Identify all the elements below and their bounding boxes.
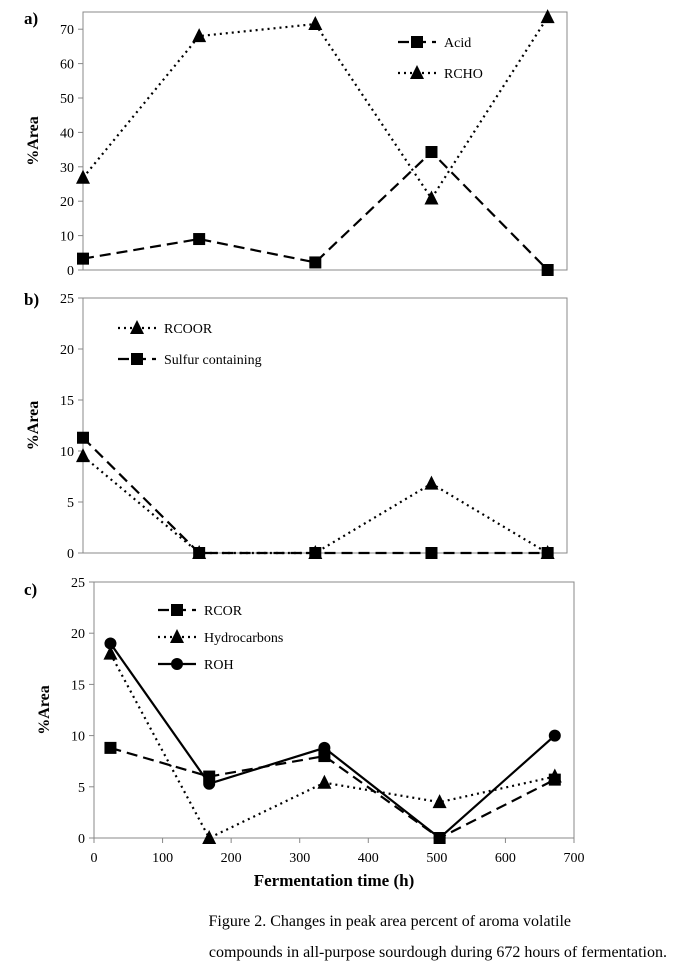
data-point-circle — [318, 741, 331, 754]
series-hydrocarbons — [103, 645, 562, 844]
y-tick-label: 10 — [60, 445, 74, 460]
y-tick-label: 10 — [71, 730, 85, 745]
legend-label: RCHO — [444, 67, 483, 82]
legend-marker — [170, 629, 184, 643]
legend-label: Hydrocarbons — [204, 631, 283, 646]
series-line — [82, 436, 548, 555]
series-acid — [77, 146, 554, 276]
chart-panel-2: b) 0 5 10 15 20 25 %Area RCOOR Sulfur containing — [24, 290, 568, 562]
data-point-square — [425, 146, 438, 159]
y-tick-label: 40 — [60, 126, 74, 141]
x-tick-label: 500 — [426, 851, 447, 866]
y-tick-label: 20 — [60, 343, 74, 358]
data-point-square — [425, 547, 438, 559]
x-axis-label: Fermentation time (h) — [254, 871, 415, 890]
data-point-square — [541, 264, 554, 276]
panel-label: b) — [24, 290, 39, 309]
y-tick-label: 25 — [60, 292, 74, 307]
legend-label: ROH — [204, 658, 234, 673]
data-point-triangle — [424, 190, 439, 205]
data-point-triangle — [317, 774, 332, 789]
x-tick-label: 600 — [495, 851, 516, 866]
y-axis-label: %Area — [25, 401, 42, 450]
x-tick-label: 100 — [152, 851, 173, 866]
series-rcor — [104, 741, 561, 844]
data-point-square — [309, 547, 322, 559]
y-tick-label: 20 — [60, 195, 74, 210]
plot-frame — [93, 581, 575, 839]
series-line — [82, 455, 549, 555]
y-tick-label: 60 — [60, 58, 74, 73]
data-point-triangle — [202, 830, 217, 844]
legend-marker — [130, 320, 144, 334]
data-point-square — [309, 256, 322, 269]
chart-panel-3: c) 0 5 10 15 20 25 %Area 0 100 200 300 400 500 600 700 F… — [24, 576, 585, 890]
x-tick-label: 200 — [221, 851, 242, 866]
y-tick-label: 0 — [67, 264, 74, 279]
series-line — [109, 642, 556, 840]
panel-label: a) — [24, 9, 38, 28]
data-point-triangle — [76, 448, 90, 463]
series-line — [82, 16, 549, 201]
data-point-circle — [203, 777, 216, 790]
series-line — [82, 150, 549, 271]
y-tick-label: 30 — [60, 161, 74, 176]
y-tick-label: 15 — [60, 394, 74, 409]
data-point-square — [77, 431, 89, 444]
figure-caption-line-1: Figure 2. Changes in peak area percent o… — [208, 913, 571, 930]
data-point-triangle — [192, 28, 207, 43]
panel-label: c) — [24, 580, 37, 599]
data-point-square — [77, 252, 89, 265]
y-tick-label: 50 — [60, 92, 74, 107]
data-point-circle — [104, 637, 117, 650]
y-tick-label: 5 — [78, 781, 85, 796]
data-point-triangle — [103, 645, 118, 660]
data-point-square — [193, 547, 206, 559]
data-point-square — [104, 741, 117, 754]
y-tick-label: 15 — [71, 678, 85, 693]
y-tick-label: 70 — [60, 23, 74, 38]
data-point-triangle — [308, 16, 323, 31]
series-line — [109, 653, 556, 840]
legend-marker — [171, 658, 183, 670]
y-tick-label: 5 — [67, 496, 74, 511]
data-point-triangle — [432, 794, 447, 809]
series-roh — [104, 637, 561, 844]
series-sulfur-containing — [77, 431, 554, 559]
data-point-square — [193, 233, 206, 246]
figure-caption-line-2: compounds in all-purpose sourdough durin… — [208, 944, 667, 961]
series-rcho — [76, 9, 555, 205]
legend-marker — [411, 36, 423, 48]
chart-panel-1: a) 0 10 20 30 40 50 60 70 %Area Acid RCHO — [24, 9, 568, 279]
legend-marker — [131, 353, 143, 365]
data-point-triangle — [547, 768, 562, 783]
y-tick-label: 20 — [71, 627, 85, 642]
y-tick-label: 0 — [67, 547, 74, 562]
data-point-circle — [548, 729, 561, 742]
x-tick-label: 300 — [289, 851, 310, 866]
x-tick-label: 400 — [358, 851, 379, 866]
y-axis-label: %Area — [25, 116, 42, 165]
data-point-square — [541, 547, 554, 559]
legend-label: RCOOR — [164, 322, 213, 337]
data-point-triangle — [424, 475, 439, 490]
legend-label: Acid — [444, 36, 471, 51]
x-tick-label: 0 — [91, 851, 98, 866]
legend-label: RCOR — [204, 604, 243, 619]
data-point-circle — [433, 832, 446, 844]
series-line — [110, 746, 556, 840]
y-tick-label: 10 — [60, 230, 74, 245]
plot-frame — [82, 11, 568, 271]
x-tick-label: 700 — [564, 851, 585, 866]
legend-marker — [171, 604, 183, 616]
y-axis-label: %Area — [36, 685, 53, 734]
legend-marker — [410, 65, 424, 79]
plot-frame — [82, 297, 568, 554]
legend-label: Sulfur containing — [164, 353, 262, 368]
data-point-triangle — [540, 9, 555, 24]
data-point-triangle — [76, 169, 90, 184]
y-tick-label: 25 — [71, 576, 85, 591]
y-tick-label: 0 — [78, 832, 85, 847]
